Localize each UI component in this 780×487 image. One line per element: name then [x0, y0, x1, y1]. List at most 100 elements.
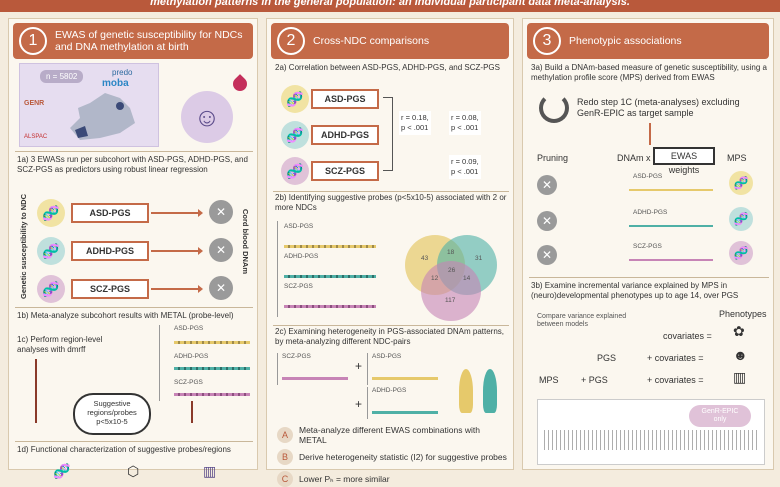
violin-teal [483, 369, 497, 413]
plot-label-scz: SCZ-PGS [174, 379, 203, 386]
plot-label-asd: ASD-PGS [174, 325, 204, 332]
plus-2: + [355, 397, 363, 411]
mini-label-scz: SCZ-PGS [284, 283, 313, 290]
fetus-icon: ☺ [181, 91, 233, 143]
result-manhattan [537, 399, 765, 465]
p2-dna-asd: 🧬 [281, 85, 309, 113]
adhd-arrow [151, 247, 203, 255]
panel1-title: EWAS of genetic susceptibility for NDCs … [55, 29, 243, 53]
redo-arrow [649, 123, 651, 145]
prune-icon-3: ✕ [537, 245, 557, 265]
cohort-logo-predo: predo [112, 68, 133, 77]
step-a: A Meta-analyze different EWAS combinatio… [277, 425, 507, 445]
step-b-text: Derive heterogeneity statistic (I2) for … [299, 452, 507, 462]
p2-divider-2 [273, 325, 509, 326]
mps-icon-scz: 🧬 [729, 241, 753, 265]
divider-3 [15, 441, 253, 442]
p2-adhd-box: ADHD-PGS [311, 125, 379, 145]
p3-divider [529, 277, 769, 278]
step-b-letter: B [277, 449, 293, 465]
p2-mini-plots: ASD-PGS ADHD-PGS SCZ-PGS [277, 221, 377, 317]
compare-text: Compare variance explained between model… [537, 313, 627, 328]
phenotype-icon-person: ☻ [733, 347, 748, 363]
pair-bar-asd [372, 377, 438, 380]
plot-label-adhd: ADHD-PGS [174, 353, 209, 360]
flow-bar-asd [629, 189, 713, 191]
cohort-logo-moba: moba [102, 78, 129, 89]
corr-1-p: p < .001 [401, 123, 429, 132]
row3-mps: MPS [539, 375, 559, 385]
step-c-letter: C [277, 471, 293, 487]
flow-bar-adhd [629, 225, 713, 227]
panel2-number: 2 [277, 27, 305, 55]
mini-bar-scz [284, 305, 376, 308]
prune-icon-1: ✕ [537, 175, 557, 195]
corr-2-p: p < .001 [451, 123, 479, 132]
dna-icon-bottom: 🧬 [53, 463, 71, 479]
pruning-label: Pruning [537, 153, 569, 163]
panel2-header: 2 Cross-NDC comparisons [271, 23, 509, 59]
plot-bar-asd [174, 341, 250, 344]
result-series [544, 430, 758, 450]
redo-text: Redo step 1C (meta-analyses) excluding G… [577, 97, 740, 118]
asd-pgs-box: ASD-PGS [71, 203, 149, 223]
mini-bar-asd [284, 245, 376, 248]
adhd-pgs-box: ADHD-PGS [71, 241, 149, 261]
corr-1-r: r = 0.18, [401, 113, 429, 122]
divider-1 [15, 151, 253, 152]
pair-plot-scz: SCZ-PGS [277, 353, 349, 385]
flow-bar-scz [629, 259, 713, 261]
cohort-logo-alspac: ALSPAC [24, 134, 48, 140]
venn-diagram [405, 235, 497, 321]
step-c-text: Lower Pₕ = more similar [299, 474, 390, 484]
pair-plot-adhd: ADHD-PGS [367, 387, 439, 419]
title-fragment: methylation patterns in the general popu… [150, 0, 630, 8]
step-1a-text: 1a) 3 EWASs run per subcohort with ASD-P… [17, 155, 248, 174]
prune-icon-2: ✕ [537, 211, 557, 231]
europe-map-icon [70, 93, 135, 140]
corr-asd-adhd: r = 0.18, p < .001 [399, 111, 431, 135]
redo-icon [539, 93, 569, 123]
flow-pgs-scz: SCZ-PGS [633, 243, 662, 250]
flow-line-right [191, 401, 193, 423]
violin-plot [453, 363, 509, 419]
p2-dna-adhd: 🧬 [281, 121, 309, 149]
scz-pgs-box: SCZ-PGS [71, 279, 149, 299]
venn-asd-scz: 12 [431, 275, 439, 282]
step-2a-text: 2a) Correlation between ASD-PGS, ADHD-PG… [275, 63, 500, 72]
step-1c-text: 1c) Perform region-level analyses with d… [17, 335, 103, 354]
genr-badge: GenR-EPIC only [689, 405, 751, 427]
pair-label-adhd: ADHD-PGS [372, 387, 407, 394]
row2-pgs: PGS [597, 353, 617, 363]
panel-phenotypic: 3 Phenotypic associations 3a) Build a DN… [522, 18, 774, 470]
venn-adhd-scz: 14 [463, 275, 471, 282]
step-2c-text: 2c) Examining heterogeneity in PGS-assoc… [275, 327, 504, 346]
plus-1: + [355, 359, 363, 373]
row3-pgs: + PGS [581, 375, 608, 385]
pair-bar-scz [282, 377, 348, 380]
phenotypes-label: Phenotypes [719, 309, 767, 319]
corr-3-r: r = 0.09, [451, 157, 479, 166]
corr-adhd-scz: r = 0.09, p < .001 [449, 155, 481, 179]
dna-icon-scz: 🧬 [37, 275, 65, 303]
row3-cov: + covariates = [647, 375, 704, 385]
venn-adhd-only: 31 [475, 255, 483, 262]
p2-divider-1 [273, 191, 509, 192]
step-3b-text: 3b) Examine incremental variance explain… [531, 281, 739, 300]
phenotype-icon-brain: ✿ [733, 323, 745, 339]
step-2b-text: 2b) Identifying suggestive probes (p<5x1… [275, 193, 507, 212]
dnam-icon-1: ✕ [209, 200, 233, 224]
title-strip: methylation patterns in the general popu… [0, 0, 780, 12]
cord-blood-label: Cord blood DNAm [241, 209, 250, 274]
panel1-header: 1 EWAS of genetic susceptibility for NDC… [13, 23, 253, 59]
cohort-logo-genr: GENR [24, 100, 45, 107]
row2-cov: + covariates = [647, 353, 704, 363]
corr-bracket [383, 97, 393, 171]
phenotype-icon-chart: ▥ [733, 369, 747, 385]
genetic-susceptibility-label: Genetic susceptibility to NDC [19, 193, 28, 299]
bar-chart-icon: ▥ [203, 463, 217, 479]
mps-icon-asd: 🧬 [729, 171, 753, 195]
mps-icon-adhd: 🧬 [729, 207, 753, 231]
venn-asd-adhd: 18 [447, 249, 455, 256]
venn-all: 26 [448, 267, 456, 274]
